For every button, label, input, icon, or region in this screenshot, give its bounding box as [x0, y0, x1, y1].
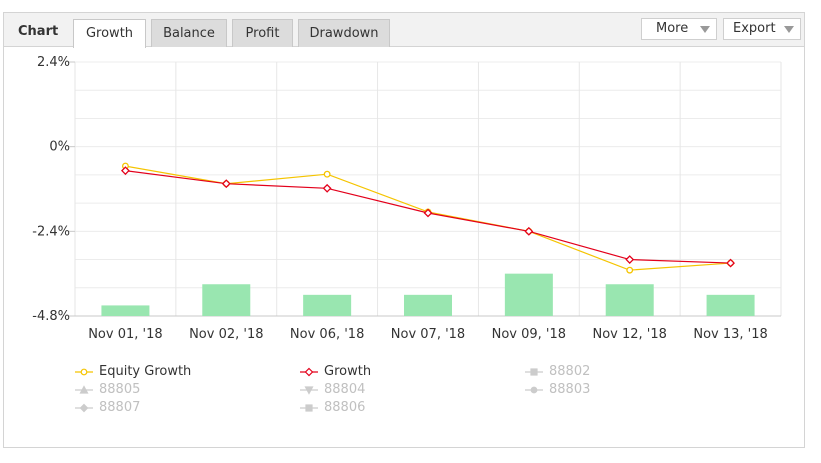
- data-point: [524, 226, 534, 236]
- x-tick-label: Nov 01, '18: [88, 327, 162, 342]
- tab-profit[interactable]: Profit: [232, 19, 293, 47]
- legend-label: 88803: [549, 382, 591, 397]
- chart-label: Chart: [18, 24, 59, 39]
- legend-item[interactable]: Equity Growth: [75, 363, 191, 381]
- x-tick-label: Nov 12, '18: [592, 327, 666, 342]
- data-point: [625, 255, 635, 264]
- legend-label: 88806: [324, 400, 366, 415]
- legend-marker-icon: [525, 367, 543, 376]
- legend-marker-icon: [75, 403, 93, 412]
- data-point: [323, 170, 331, 178]
- legend-item[interactable]: Growth: [300, 363, 371, 381]
- legend-marker-icon: [75, 384, 93, 394]
- x-tick-label: Nov 06, '18: [290, 327, 364, 342]
- tab-balance[interactable]: Balance: [151, 19, 227, 47]
- tab-drawdown[interactable]: Drawdown: [298, 19, 390, 47]
- legend-label: 88804: [324, 382, 366, 397]
- data-point: [322, 183, 332, 193]
- x-tick-label: Nov 09, '18: [492, 327, 566, 342]
- tab-bar: Chart Growth Balance Profit Drawdown Mor…: [4, 13, 804, 48]
- bar: [101, 305, 150, 316]
- legend-item[interactable]: 88802: [525, 363, 590, 381]
- more-dropdown[interactable]: More: [641, 18, 717, 40]
- legend-item[interactable]: 88804: [300, 381, 365, 399]
- chart-panel: Chart Growth Balance Profit Drawdown Mor…: [3, 12, 805, 448]
- data-point: [221, 179, 231, 189]
- bar: [404, 294, 452, 316]
- legend-item[interactable]: 88805: [75, 381, 140, 399]
- bar: [303, 294, 352, 316]
- legend-item[interactable]: 88807: [75, 399, 140, 417]
- legend-item[interactable]: 88806: [300, 399, 365, 417]
- y-tick-label: -2.4%: [32, 224, 70, 239]
- y-tick-label: 0%: [49, 140, 70, 155]
- data-point: [423, 208, 433, 218]
- legend-label: Equity Growth: [99, 364, 192, 379]
- legend-marker-icon: [300, 367, 318, 376]
- data-point: [726, 258, 735, 268]
- bar: [202, 284, 251, 316]
- tab-growth[interactable]: Growth: [73, 19, 146, 48]
- export-label: Export: [733, 21, 776, 36]
- bar: [706, 294, 755, 316]
- legend-label: 88807: [99, 400, 141, 415]
- bar: [605, 284, 654, 316]
- more-label: More: [656, 21, 689, 36]
- legend-label: 88802: [549, 364, 591, 379]
- legend-label: 88805: [99, 382, 141, 397]
- legend-item[interactable]: 88803: [525, 381, 590, 399]
- legend-label: Growth: [324, 364, 372, 379]
- y-tick-label: -4.8%: [32, 309, 70, 324]
- x-tick-label: Nov 02, '18: [189, 327, 263, 342]
- x-tick-label: Nov 07, '18: [391, 327, 465, 342]
- legend-marker-icon: [300, 403, 318, 412]
- x-tick-label: Nov 13, '18: [693, 327, 767, 342]
- y-tick-label: 2.4%: [37, 55, 70, 70]
- data-point: [626, 266, 634, 274]
- legend-marker-icon: [300, 385, 318, 395]
- chevron-down-icon: [784, 26, 794, 33]
- bar: [504, 273, 553, 316]
- legend-marker-icon: [75, 368, 93, 375]
- series-line: [125, 165, 731, 271]
- data-point: [121, 166, 130, 176]
- legend-marker-icon: [525, 386, 543, 393]
- export-dropdown[interactable]: Export: [723, 18, 801, 40]
- chevron-down-icon: [700, 26, 710, 33]
